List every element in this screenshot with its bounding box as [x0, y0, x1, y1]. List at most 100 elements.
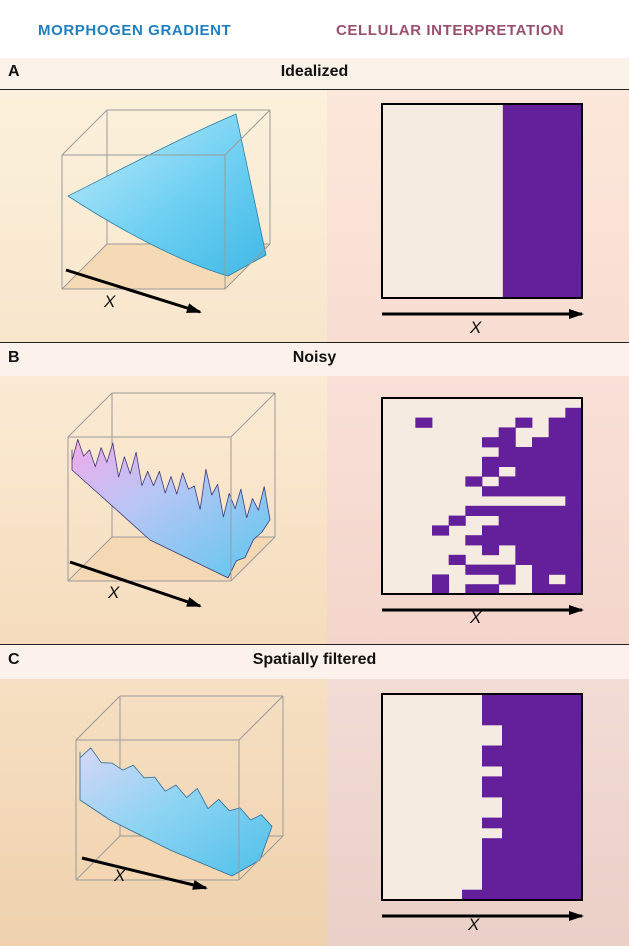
- panel-b-cell: [532, 574, 550, 585]
- panel-c-cell-run: [502, 827, 582, 839]
- morphogen-gradient-header: MORPHOGEN GRADIENT: [38, 22, 232, 39]
- panel-b-cell: [515, 417, 533, 428]
- panel-b-cell: [498, 505, 516, 516]
- panel-b-interpretation-x-axis-arrow-head: [569, 605, 584, 615]
- cellular-interpretation-header: CELLULAR INTERPRETATION: [336, 22, 565, 39]
- panel-b-cell: [548, 437, 566, 448]
- panel-b-cell: [532, 447, 550, 458]
- panel-b-title: Noisy: [292, 349, 337, 366]
- panel-b-cell: [548, 525, 566, 536]
- panel-b-cell: [515, 525, 533, 536]
- panel-b-cell: [565, 535, 583, 546]
- panel-b-cell: [432, 525, 450, 536]
- panel-c-cell-run: [482, 869, 582, 880]
- panel-a-cell-run: [502, 133, 582, 144]
- panel-a-interpretation-x-axis-arrow-head: [569, 309, 584, 319]
- panel-a-cell-run: [502, 268, 582, 279]
- panel-a-cell-run: [502, 259, 582, 270]
- panel-b-cell: [448, 554, 466, 565]
- panel-a-cell-run: [502, 104, 582, 115]
- panel-c-box-back-edge: [75, 835, 121, 881]
- panel-a-cell-run: [502, 278, 582, 289]
- panel-b-cell: [482, 466, 500, 477]
- panel-a-cell-run: [502, 230, 582, 241]
- panel-a-morphogen-surface: [67, 113, 267, 277]
- panel-b-cell: [565, 466, 583, 477]
- panel-b-cell: [548, 545, 566, 556]
- panel-c-cell-run: [462, 889, 582, 901]
- panel-c-box-front-edge: [238, 695, 284, 741]
- panel-b-grid-frame: [381, 397, 583, 595]
- panel-b-cell: [548, 554, 566, 565]
- panel-c-cell-run: [502, 735, 582, 746]
- panel-c-gradient-x-axis-arrow-head: [192, 880, 208, 890]
- panel-b-cell: [548, 486, 566, 497]
- panel-b-cell: [432, 574, 450, 585]
- panel-a-cell-run: [502, 123, 582, 134]
- panel-b-box-front-edge: [230, 392, 276, 438]
- panel-a-cell-run: [502, 288, 582, 299]
- panel-b-gradient-x-axis-arrow-head: [186, 597, 202, 607]
- panel-b-cell: [548, 584, 566, 595]
- panel-b-cell: [548, 564, 566, 575]
- panel-b-cell: [515, 535, 533, 546]
- panel-b-cell: [498, 476, 516, 487]
- panel-b-box-front-edge: [230, 536, 276, 582]
- panel-c-interpretation-x-label: X: [468, 915, 480, 934]
- panel-b-cell: [532, 505, 550, 516]
- panel-c-letter: C: [8, 651, 20, 668]
- panel-a-cell-run: [502, 152, 582, 163]
- panel-b-cell: [548, 535, 566, 546]
- panel-b-box-back-edge: [67, 536, 113, 582]
- panel-b-cell: [532, 486, 550, 497]
- panel-c-box-front-edge: [75, 695, 121, 741]
- panel-b-cell: [565, 427, 583, 438]
- panel-b-cell: [548, 466, 566, 477]
- panel-b-cell: [532, 554, 550, 565]
- panel-b-cell: [532, 456, 550, 467]
- panel-c-cell-run: [502, 724, 582, 736]
- panel-a-title-bar: [0, 58, 629, 90]
- panel-b-cell: [515, 486, 533, 497]
- panel-a-grid-frame: [381, 103, 583, 299]
- panel-c-cell-run: [482, 745, 582, 757]
- panel-b-cell: [482, 545, 500, 556]
- panel-b-cell: [565, 574, 583, 585]
- panel-c-interpretation-x-axis-arrow-head: [569, 911, 584, 921]
- panel-b-cell: [565, 407, 583, 418]
- panel-a-interpretation-x-label: X: [470, 318, 482, 337]
- panel-b-cell: [565, 447, 583, 458]
- panel-a-cell-run: [502, 181, 582, 192]
- panel-b-cell: [465, 584, 483, 595]
- panel-c-morphogen-surface: [79, 747, 273, 877]
- panel-b-cell: [565, 417, 583, 428]
- panel-b-cell: [532, 437, 550, 448]
- panel-b-cell: [532, 545, 550, 556]
- panel-c-cell-run: [482, 694, 582, 705]
- panel-a-box-front-edge: [224, 243, 271, 290]
- panel-b-cell: [482, 564, 500, 575]
- panel-b-cell: [498, 564, 516, 575]
- panel-b-cell: [565, 554, 583, 565]
- panel-c-cell-run: [482, 817, 582, 829]
- panel-b-cell: [482, 456, 500, 467]
- panel-b-cell: [498, 574, 516, 585]
- panel-c-cell-run: [482, 714, 582, 726]
- panel-b-box-front-edge: [67, 392, 113, 438]
- panel-b-cell: [515, 456, 533, 467]
- panel-b-cell: [532, 584, 550, 595]
- panel-b-cell: [498, 535, 516, 546]
- panel-a-cell-run: [502, 191, 582, 202]
- panel-a-cell-run: [502, 201, 582, 212]
- panel-c-cell-run: [482, 838, 582, 849]
- panel-b-cell: [482, 535, 500, 546]
- panel-b-cell: [565, 564, 583, 575]
- panel-b-cell: [565, 456, 583, 467]
- panel-b-morphogen-surface: [71, 439, 271, 579]
- panel-b-cell: [532, 525, 550, 536]
- panel-c-cell-run: [482, 755, 582, 767]
- panel-b-cell: [515, 476, 533, 487]
- panel-b-cell: [482, 525, 500, 536]
- panel-b-cell: [565, 505, 583, 516]
